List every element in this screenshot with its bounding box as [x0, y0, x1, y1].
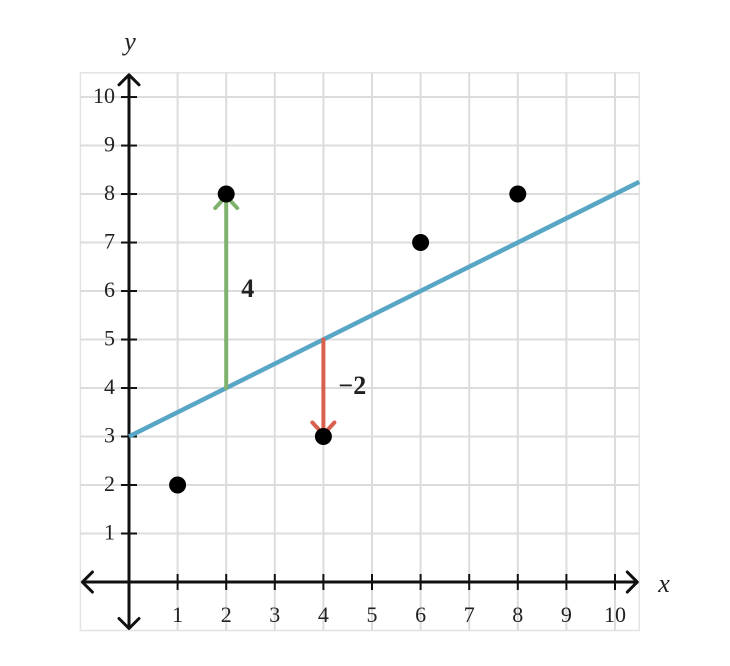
x-tick-label: 4 — [318, 602, 329, 627]
x-tick-label: 2 — [221, 602, 232, 627]
axis-arrowhead — [117, 617, 141, 630]
x-tick-label: 8 — [512, 602, 523, 627]
data-point — [169, 476, 187, 494]
y-tick-label: 1 — [104, 520, 115, 545]
x-tick-label: 5 — [367, 602, 378, 627]
y-tick-label: 8 — [104, 180, 115, 205]
fit-line — [127, 179, 641, 439]
y-tick-label: 10 — [93, 83, 115, 108]
x-tick-label: 3 — [269, 602, 280, 627]
y-tick-label: 4 — [104, 374, 115, 399]
x-axis-title: x — [657, 569, 670, 598]
y-tick-label: 6 — [104, 277, 115, 302]
data-point — [509, 185, 527, 203]
axis-arrowhead — [80, 570, 94, 594]
data-point — [412, 234, 430, 252]
y-tick-label: 5 — [104, 326, 115, 351]
axis-arrowhead — [117, 73, 141, 87]
x-tick-label: 7 — [464, 602, 475, 627]
y-tick-label: 7 — [104, 229, 115, 254]
x-tick-label: 10 — [604, 602, 626, 627]
plot-frame — [79, 72, 641, 632]
x-tick-label: 1 — [172, 602, 183, 627]
y-tick-label: 9 — [104, 132, 115, 157]
residual-label: −2 — [338, 371, 366, 400]
residual-label: 4 — [241, 274, 254, 303]
axis-arrowhead — [625, 570, 639, 594]
y-tick-label: 3 — [104, 423, 115, 448]
y-axis-title: y — [121, 27, 136, 56]
x-tick-label: 9 — [561, 602, 572, 627]
y-tick-label: 2 — [104, 471, 115, 496]
x-tick-label: 6 — [415, 602, 426, 627]
data-point — [217, 185, 235, 203]
data-point — [314, 428, 332, 446]
